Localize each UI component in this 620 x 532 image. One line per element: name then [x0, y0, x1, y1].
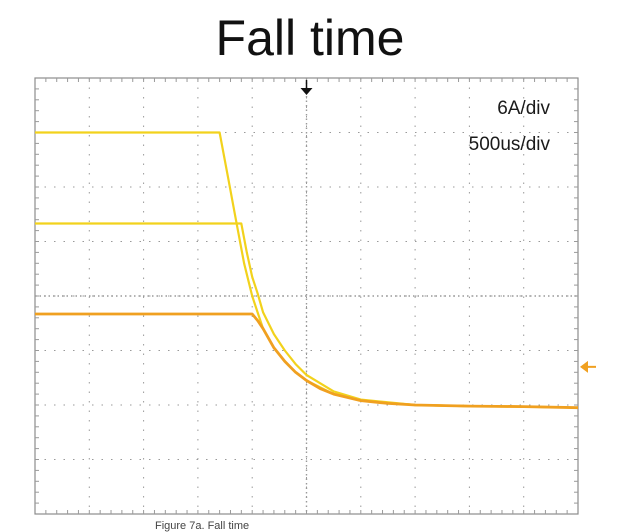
trace-3	[35, 312, 579, 410]
horizontal-scale-label: 500us/div	[468, 134, 550, 155]
vertical-scale-label: 6A/div	[497, 98, 550, 119]
chart-title: Fall time	[215, 10, 405, 66]
level-marker-icon	[580, 360, 588, 373]
figure-caption: Figure 7a. Fall time	[155, 520, 250, 532]
trigger-marker-icon	[300, 88, 313, 95]
